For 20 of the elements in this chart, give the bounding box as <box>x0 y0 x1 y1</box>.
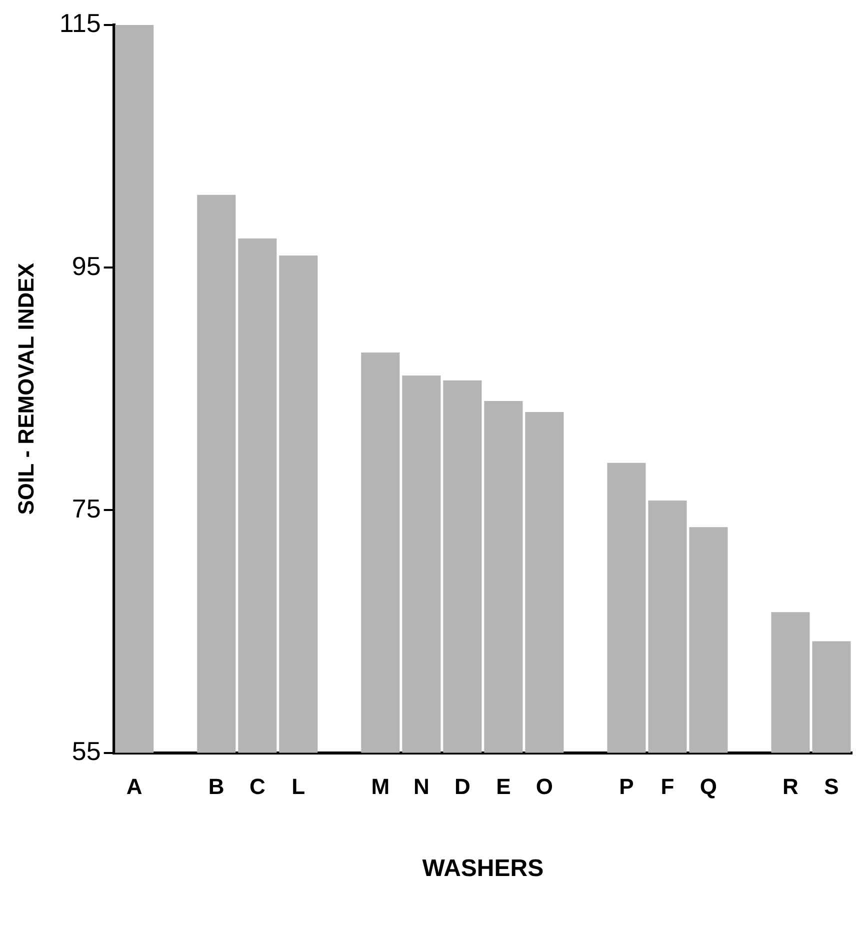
x-tick-label: P <box>619 774 634 800</box>
x-tick-label: N <box>413 774 430 800</box>
x-tick-label: B <box>208 774 224 800</box>
x-tick-label: M <box>371 774 390 800</box>
y-tick-label: 55 <box>72 736 101 766</box>
x-axis-title: WASHERS <box>422 855 544 882</box>
x-tick-label: E <box>496 774 511 800</box>
x-tick-label: C <box>249 774 266 800</box>
x-tick-label: D <box>454 774 470 800</box>
y-tick-label: 75 <box>72 493 101 524</box>
x-tick-label: S <box>824 774 839 800</box>
x-tick-label: O <box>536 774 553 800</box>
x-tick-label: A <box>126 774 142 800</box>
y-tick-label: 115 <box>59 8 101 38</box>
y-tick-label: 95 <box>72 250 101 281</box>
y-axis-title: SOIL - REMOVAL INDEX <box>13 262 38 515</box>
x-tick-label: L <box>292 774 306 800</box>
x-tick-label: F <box>660 774 674 800</box>
x-tick-label: Q <box>700 774 718 800</box>
x-tick-label: R <box>782 774 799 800</box>
